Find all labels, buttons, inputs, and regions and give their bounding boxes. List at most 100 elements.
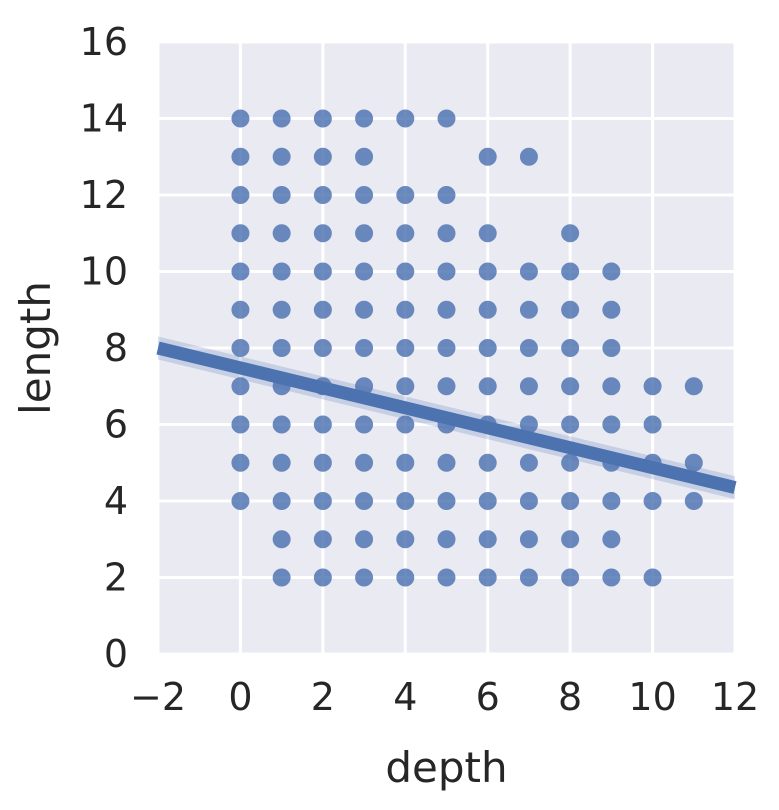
data-point bbox=[272, 453, 291, 472]
data-point bbox=[437, 492, 456, 510]
data-point bbox=[313, 568, 332, 587]
data-point bbox=[561, 492, 580, 510]
data-point bbox=[561, 224, 580, 243]
data-point bbox=[602, 377, 621, 396]
data-point bbox=[313, 492, 332, 510]
data-point bbox=[519, 300, 538, 319]
data-point bbox=[519, 339, 538, 357]
data-point bbox=[272, 415, 291, 434]
data-point bbox=[478, 492, 497, 510]
data-point bbox=[396, 492, 415, 510]
data-point bbox=[643, 377, 662, 396]
data-point bbox=[519, 147, 538, 166]
y-tick-label: 8 bbox=[104, 326, 128, 370]
data-point bbox=[437, 300, 456, 319]
data-point bbox=[231, 109, 250, 128]
data-point bbox=[355, 224, 374, 243]
data-point bbox=[313, 186, 332, 204]
data-point bbox=[437, 568, 456, 587]
data-point bbox=[313, 415, 332, 434]
data-point bbox=[396, 224, 415, 243]
data-point bbox=[478, 530, 497, 549]
scatter-points bbox=[231, 109, 703, 587]
data-point bbox=[396, 186, 415, 204]
x-tick-label: 8 bbox=[558, 675, 582, 719]
data-point bbox=[272, 147, 291, 166]
data-point bbox=[684, 492, 703, 510]
data-point bbox=[355, 300, 374, 319]
data-point bbox=[437, 377, 456, 396]
data-point bbox=[478, 262, 497, 281]
data-point bbox=[643, 568, 662, 587]
regression-line bbox=[156, 341, 737, 494]
data-point bbox=[519, 262, 538, 281]
data-point bbox=[602, 530, 621, 549]
x-tick-label: 6 bbox=[476, 675, 500, 719]
data-point bbox=[602, 339, 621, 357]
data-point bbox=[355, 147, 374, 166]
x-tick-label: 4 bbox=[393, 675, 417, 719]
x-tick-label: 2 bbox=[311, 675, 335, 719]
data-point bbox=[272, 530, 291, 549]
data-point bbox=[355, 492, 374, 510]
x-tick-labels: −2 0 2 4 6 8 10 12 bbox=[130, 675, 759, 719]
data-point bbox=[561, 415, 580, 434]
x-tick-label: 0 bbox=[228, 675, 252, 719]
data-point bbox=[437, 262, 456, 281]
data-point bbox=[272, 109, 291, 128]
data-point bbox=[313, 109, 332, 128]
data-point bbox=[561, 262, 580, 281]
data-point bbox=[231, 453, 250, 472]
data-point bbox=[313, 530, 332, 549]
data-point bbox=[437, 186, 456, 204]
data-point bbox=[437, 339, 456, 357]
data-point bbox=[602, 300, 621, 319]
data-point bbox=[272, 262, 291, 281]
data-point bbox=[355, 262, 374, 281]
data-point bbox=[231, 262, 250, 281]
data-point bbox=[437, 530, 456, 549]
y-tick-label: 0 bbox=[104, 632, 128, 676]
data-point bbox=[519, 415, 538, 434]
data-point bbox=[355, 453, 374, 472]
data-point bbox=[313, 453, 332, 472]
data-point bbox=[396, 530, 415, 549]
data-point bbox=[396, 415, 415, 434]
data-point bbox=[231, 186, 250, 204]
y-tick-label: 2 bbox=[104, 556, 128, 600]
data-point bbox=[684, 453, 703, 472]
y-tick-label: 16 bbox=[80, 20, 128, 64]
data-point bbox=[272, 300, 291, 319]
data-point bbox=[684, 377, 703, 396]
y-tick-label: 12 bbox=[80, 173, 128, 217]
data-point bbox=[355, 415, 374, 434]
data-point bbox=[561, 568, 580, 587]
data-point bbox=[478, 147, 497, 166]
data-point bbox=[478, 339, 497, 357]
data-point bbox=[355, 109, 374, 128]
data-point bbox=[396, 453, 415, 472]
data-point bbox=[561, 339, 580, 357]
data-point bbox=[355, 339, 374, 357]
data-point bbox=[519, 377, 538, 396]
data-point bbox=[396, 568, 415, 587]
data-point bbox=[437, 453, 456, 472]
data-point bbox=[355, 568, 374, 587]
data-point bbox=[602, 568, 621, 587]
data-point bbox=[231, 224, 250, 243]
data-point bbox=[602, 492, 621, 510]
data-point bbox=[437, 109, 456, 128]
data-point bbox=[478, 377, 497, 396]
data-point bbox=[561, 300, 580, 319]
data-point bbox=[231, 339, 250, 357]
x-axis-title: depth bbox=[385, 743, 507, 792]
y-tick-label: 14 bbox=[80, 97, 128, 141]
data-point bbox=[396, 339, 415, 357]
data-point bbox=[396, 109, 415, 128]
data-point bbox=[437, 224, 456, 243]
data-point bbox=[231, 147, 250, 166]
data-point bbox=[478, 224, 497, 243]
data-point bbox=[231, 415, 250, 434]
data-point bbox=[602, 415, 621, 434]
